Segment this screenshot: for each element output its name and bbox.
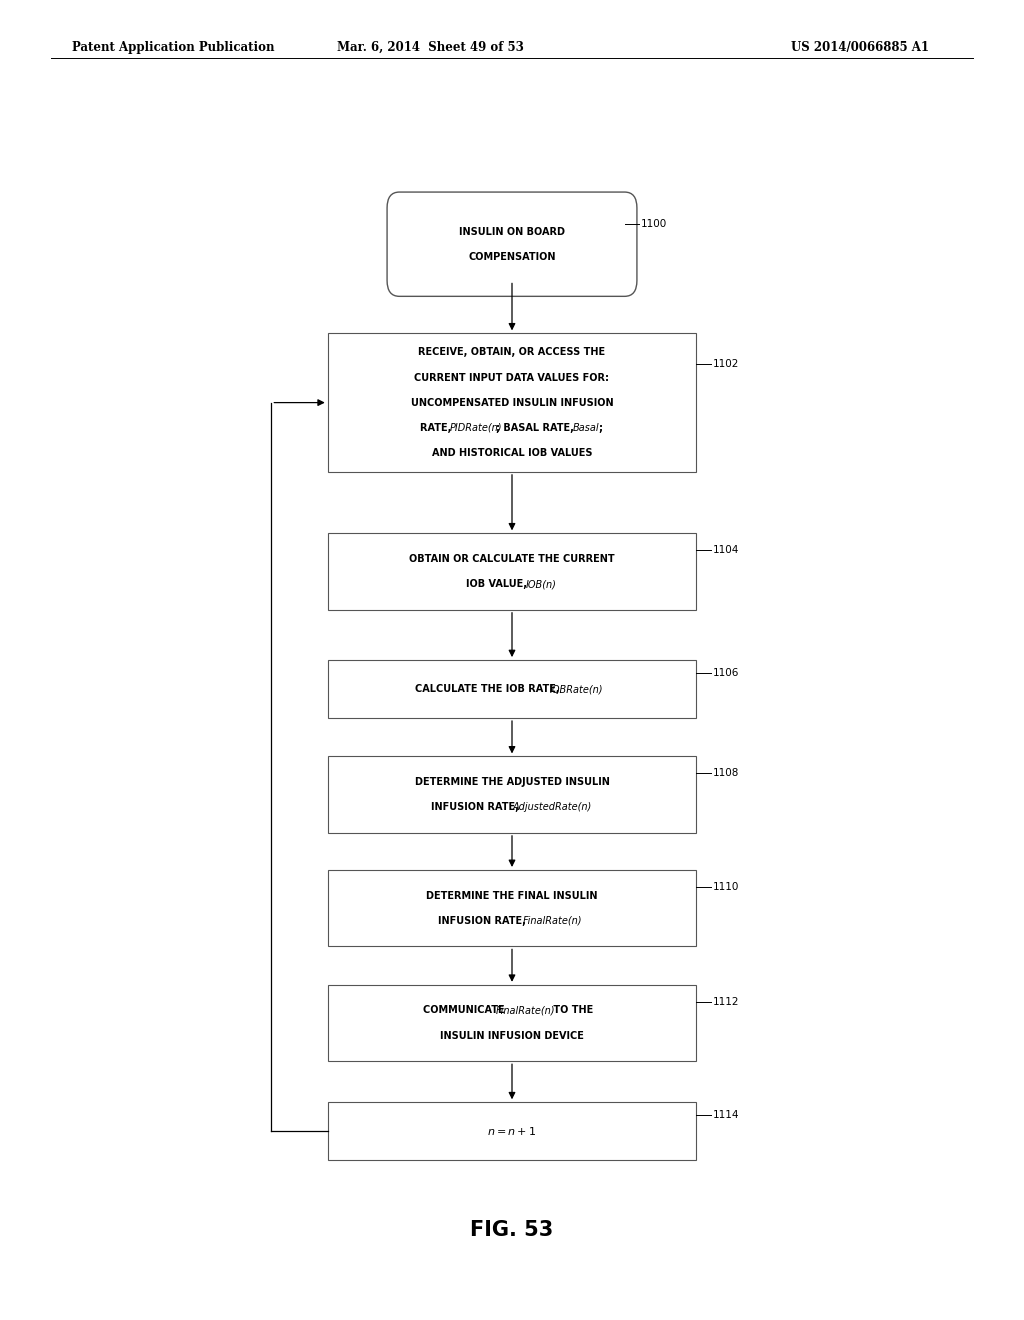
Text: 1102: 1102 (713, 359, 739, 368)
Text: AND HISTORICAL IOB VALUES: AND HISTORICAL IOB VALUES (432, 447, 592, 458)
Text: 1114: 1114 (713, 1110, 739, 1119)
FancyBboxPatch shape (387, 193, 637, 297)
Text: 1110: 1110 (713, 882, 739, 892)
Text: UNCOMPENSATED INSULIN INFUSION: UNCOMPENSATED INSULIN INFUSION (411, 397, 613, 408)
Text: FinalRate(n): FinalRate(n) (496, 1006, 555, 1015)
Text: IOB VALUE,: IOB VALUE, (466, 579, 530, 589)
Bar (328, 985, 696, 1061)
Text: IOBRate(n): IOBRate(n) (550, 684, 603, 694)
Text: 1108: 1108 (713, 768, 739, 779)
Text: CURRENT INPUT DATA VALUES FOR:: CURRENT INPUT DATA VALUES FOR: (415, 372, 609, 383)
Text: 1112: 1112 (713, 997, 739, 1007)
Text: TO THE: TO THE (551, 1006, 594, 1015)
Text: FinalRate(n): FinalRate(n) (522, 916, 582, 925)
Text: INFUSION RATE,: INFUSION RATE, (438, 916, 529, 925)
Text: PIDRate(n): PIDRate(n) (450, 422, 503, 433)
Text: ;: ; (598, 422, 602, 433)
Bar (328, 533, 696, 610)
Bar (328, 660, 696, 718)
Bar (328, 1102, 696, 1160)
Text: INSULIN INFUSION DEVICE: INSULIN INFUSION DEVICE (440, 1031, 584, 1040)
Text: 1106: 1106 (713, 668, 739, 677)
Text: IOB(n): IOB(n) (526, 579, 557, 589)
Text: OBTAIN OR CALCULATE THE CURRENT: OBTAIN OR CALCULATE THE CURRENT (410, 554, 614, 564)
Bar (328, 870, 696, 946)
Text: AdjustedRate(n): AdjustedRate(n) (512, 803, 592, 812)
Text: RECEIVE, OBTAIN, OR ACCESS THE: RECEIVE, OBTAIN, OR ACCESS THE (419, 347, 605, 358)
Text: ; BASAL RATE,: ; BASAL RATE, (497, 422, 578, 433)
Bar (328, 756, 696, 833)
Text: US 2014/0066885 A1: US 2014/0066885 A1 (792, 41, 929, 54)
Text: FIG. 53: FIG. 53 (470, 1220, 554, 1241)
Text: INSULIN ON BOARD: INSULIN ON BOARD (459, 227, 565, 236)
Text: 1104: 1104 (713, 545, 739, 556)
Text: Basal: Basal (572, 422, 599, 433)
Text: DETERMINE THE FINAL INSULIN: DETERMINE THE FINAL INSULIN (426, 891, 598, 900)
Text: Patent Application Publication: Patent Application Publication (72, 41, 274, 54)
Text: $n = n + 1$: $n = n + 1$ (487, 1125, 537, 1138)
Text: RATE,: RATE, (420, 422, 455, 433)
Text: CALCULATE THE IOB RATE,: CALCULATE THE IOB RATE, (415, 684, 562, 694)
Text: DETERMINE THE ADJUSTED INSULIN: DETERMINE THE ADJUSTED INSULIN (415, 777, 609, 787)
Text: 1100: 1100 (641, 219, 668, 228)
Bar (328, 334, 696, 473)
Text: COMMUNICATE: COMMUNICATE (423, 1006, 508, 1015)
Text: INFUSION RATE,: INFUSION RATE, (431, 803, 522, 812)
Text: COMPENSATION: COMPENSATION (468, 252, 556, 261)
Text: Mar. 6, 2014  Sheet 49 of 53: Mar. 6, 2014 Sheet 49 of 53 (337, 41, 523, 54)
